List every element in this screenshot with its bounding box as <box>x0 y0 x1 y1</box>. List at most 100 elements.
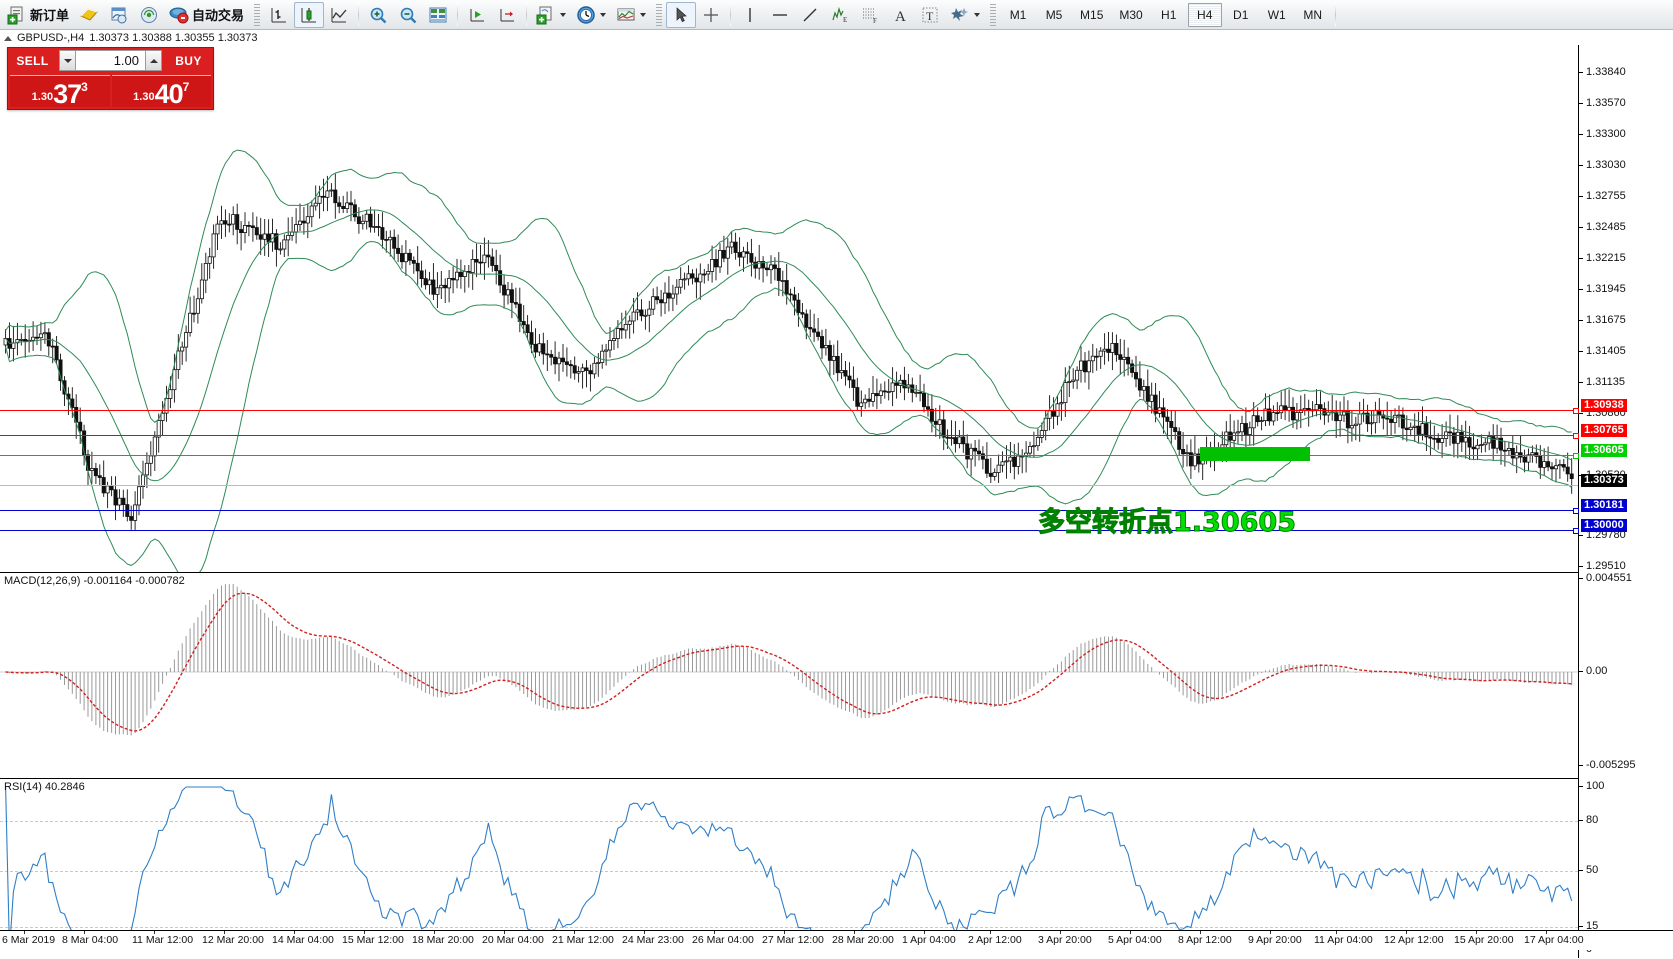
sell-price-display[interactable]: 1.30 37 3 <box>10 73 110 108</box>
price-pane[interactable]: 多空转折点1.30605 <box>0 45 1579 572</box>
line-handle[interactable] <box>1573 527 1579 534</box>
one-click-trading-panel[interactable]: SELL 1.00 BUY 1.30 37 3 1.30 40 7 <box>7 47 214 110</box>
price-tick: 1.32215 <box>1579 252 1626 264</box>
period-button[interactable] <box>571 2 611 28</box>
time-label: 11 Apr 04:00 <box>1314 934 1373 946</box>
navigator-button[interactable] <box>134 2 164 28</box>
timeframe-mn-button[interactable]: MN <box>1303 7 1323 22</box>
pivot-label[interactable]: 1.30605 <box>1581 444 1627 457</box>
time-tick <box>1130 931 1131 934</box>
zoom-out-button[interactable] <box>393 2 423 28</box>
rsi-pane[interactable]: RSI(14) 40.2846 <box>0 778 1578 958</box>
indicators-button[interactable] <box>611 2 651 28</box>
volume-increment-button[interactable] <box>145 50 162 71</box>
trade-panel-prices: 1.30 37 3 1.30 40 7 <box>8 73 213 109</box>
new-order-button[interactable]: 新订单 <box>2 2 74 28</box>
trendline-button[interactable] <box>795 2 825 28</box>
horizontal-line-button[interactable] <box>765 2 795 28</box>
resistance-line-1[interactable] <box>0 407 1579 414</box>
timeframe-h1-button[interactable]: H1 <box>1161 7 1177 22</box>
fibonacci-button[interactable]: F <box>855 2 885 28</box>
line-handle[interactable] <box>1573 507 1579 514</box>
volume-decrement-button[interactable] <box>59 50 76 71</box>
bollinger-bands <box>5 149 1572 572</box>
time-tick <box>294 931 295 934</box>
time-label: 15 Mar 12:00 <box>342 934 404 946</box>
volume-value[interactable]: 1.00 <box>76 50 145 71</box>
indicators-caret-icon[interactable] <box>640 12 647 17</box>
text-label-button[interactable]: T <box>915 2 945 28</box>
collapse-triangle-icon[interactable] <box>4 35 12 41</box>
time-label: 15 Apr 20:00 <box>1454 934 1514 946</box>
period-caret-icon[interactable] <box>600 12 607 17</box>
cursor-button[interactable] <box>666 1 697 28</box>
line-handle[interactable] <box>1573 452 1579 459</box>
support-1-label[interactable]: 1.30181 <box>1581 499 1627 512</box>
line-handle[interactable] <box>1573 407 1579 414</box>
toolbar-grip-1[interactable] <box>253 3 261 26</box>
zoom-in-button[interactable] <box>363 2 393 28</box>
current-price-line[interactable] <box>0 485 1578 486</box>
timeframe-m5-button[interactable]: M5 <box>1045 7 1063 22</box>
toolbar-grip-3[interactable] <box>989 3 997 26</box>
buy-button[interactable]: BUY <box>164 48 213 73</box>
elliott-wave-button[interactable]: E <box>825 2 855 28</box>
current-price-label[interactable]: 1.30373 <box>1581 474 1627 487</box>
resistance-line-2[interactable] <box>0 432 1579 439</box>
timeframe-d1-button[interactable]: D1 <box>1233 7 1249 22</box>
volume-field[interactable]: 1.00 <box>57 48 164 73</box>
templates-button[interactable] <box>531 2 571 28</box>
time-tick <box>574 931 575 934</box>
timeframe-m30-button[interactable]: M30 <box>1119 7 1143 22</box>
price-axis[interactable]: 1.33840 1.33570 1.33300 1.33030 1.32755 1.324… <box>1578 45 1673 958</box>
chart-container[interactable]: 多空转折点1.30605 MACD(12,26,9) -0.001164 -0.… <box>0 45 1673 958</box>
objects-button[interactable] <box>945 2 985 28</box>
timeframe-w1-button[interactable]: W1 <box>1267 7 1286 22</box>
timeframe-m15-button[interactable]: M15 <box>1080 7 1104 22</box>
time-label: 6 Mar 2019 <box>2 934 56 946</box>
toolbar-grip-2[interactable] <box>655 3 663 26</box>
chart-annotation-text[interactable]: 多空转折点1.30605 <box>1038 507 1297 539</box>
text-button[interactable]: A <box>885 2 915 28</box>
macd-pane[interactable]: MACD(12,26,9) -0.001164 -0.000782 <box>0 572 1578 777</box>
templates-caret-icon[interactable] <box>560 12 567 17</box>
candlestick-chart-button[interactable] <box>294 1 325 28</box>
price-tick: 1.33300 <box>1579 128 1626 140</box>
time-label: 14 Mar 04:00 <box>272 934 334 946</box>
resistance-1-label[interactable]: 1.30938 <box>1581 399 1627 412</box>
time-label: 27 Mar 12:00 <box>762 934 824 946</box>
highlight-box[interactable] <box>1200 447 1310 461</box>
support-line-1[interactable] <box>0 507 1579 514</box>
line-handle[interactable] <box>1573 432 1579 439</box>
buy-price-display[interactable]: 1.30 40 7 <box>111 73 211 108</box>
support-2-label[interactable]: 1.30000 <box>1581 519 1627 532</box>
rsi-title: RSI(14) 40.2846 <box>4 781 85 793</box>
vertical-line-button[interactable] <box>735 2 765 28</box>
line-chart-button[interactable] <box>324 2 354 28</box>
pivot-line[interactable] <box>0 452 1579 459</box>
auto-trading-button[interactable]: 自动交易 <box>164 2 249 28</box>
time-label: 8 Apr 12:00 <box>1178 934 1232 946</box>
sell-price-sup: 3 <box>81 80 88 94</box>
market-watch-button[interactable] <box>423 2 453 28</box>
objects-caret-icon[interactable] <box>974 12 981 17</box>
text-icon: A <box>890 5 910 25</box>
sell-button[interactable]: SELL <box>8 48 57 73</box>
time-label: 3 Apr 20:00 <box>1038 934 1092 946</box>
auto-scroll-button[interactable] <box>492 2 522 28</box>
crosshair-button[interactable] <box>696 2 726 28</box>
data-window-button[interactable] <box>104 2 134 28</box>
support-line-2[interactable] <box>0 527 1579 534</box>
timeframe-m1-button[interactable]: M1 <box>1009 7 1027 22</box>
trendline-icon <box>800 5 820 25</box>
time-axis[interactable]: 6 Mar 2019 8 Mar 04:00 11 Mar 12:00 12 Mar … <box>0 930 1673 950</box>
toolbar-separator-2 <box>457 3 459 26</box>
resistance-2-label[interactable]: 1.30765 <box>1581 424 1627 437</box>
timeframe-h4-button[interactable]: H4 <box>1187 2 1222 27</box>
time-tick <box>644 931 645 934</box>
time-label: 28 Mar 20:00 <box>832 934 894 946</box>
time-label: 8 Mar 04:00 <box>62 934 119 946</box>
bar-chart-button[interactable] <box>264 2 294 28</box>
expert-advisor-button[interactable] <box>74 2 104 28</box>
shift-end-button[interactable] <box>462 2 492 28</box>
